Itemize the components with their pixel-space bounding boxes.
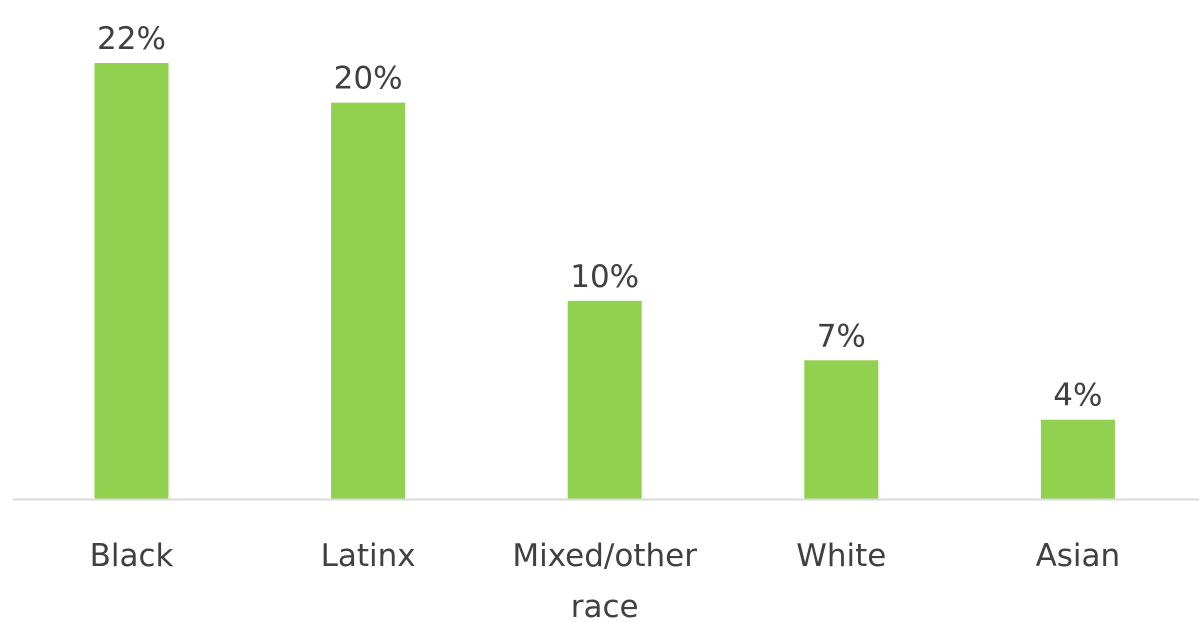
category-label-line: Mixed/other (512, 538, 697, 574)
category-label-line: Latinx (321, 538, 416, 574)
category-label-line: Black (90, 538, 174, 574)
value-label-white: 7% (817, 318, 866, 354)
category-labels-group: Black Latinx Mixed/other race White Asian (90, 538, 1121, 622)
category-label-mixed-other-race: Mixed/other race (512, 538, 697, 622)
value-label-asian: 4% (1053, 378, 1102, 414)
value-label-mixed-other-race: 10% (570, 259, 639, 295)
value-labels-group: 22% 20% 10% 7% 4% (97, 21, 1102, 414)
bar-black (94, 63, 169, 499)
bar-white (804, 360, 879, 499)
bar-mixed-other-race (567, 300, 642, 499)
bars-group (94, 63, 1115, 500)
category-label-line: race (571, 589, 639, 622)
category-label-white: White (796, 538, 886, 574)
category-label-line: Asian (1036, 538, 1121, 574)
category-label-line: White (796, 538, 886, 574)
bar-asian (1040, 419, 1115, 499)
category-label-asian: Asian (1036, 538, 1121, 574)
category-label-latinx: Latinx (321, 538, 416, 574)
category-label-black: Black (90, 538, 174, 574)
value-label-latinx: 20% (334, 61, 403, 97)
value-label-black: 22% (97, 21, 166, 57)
bar-latinx (331, 102, 406, 500)
